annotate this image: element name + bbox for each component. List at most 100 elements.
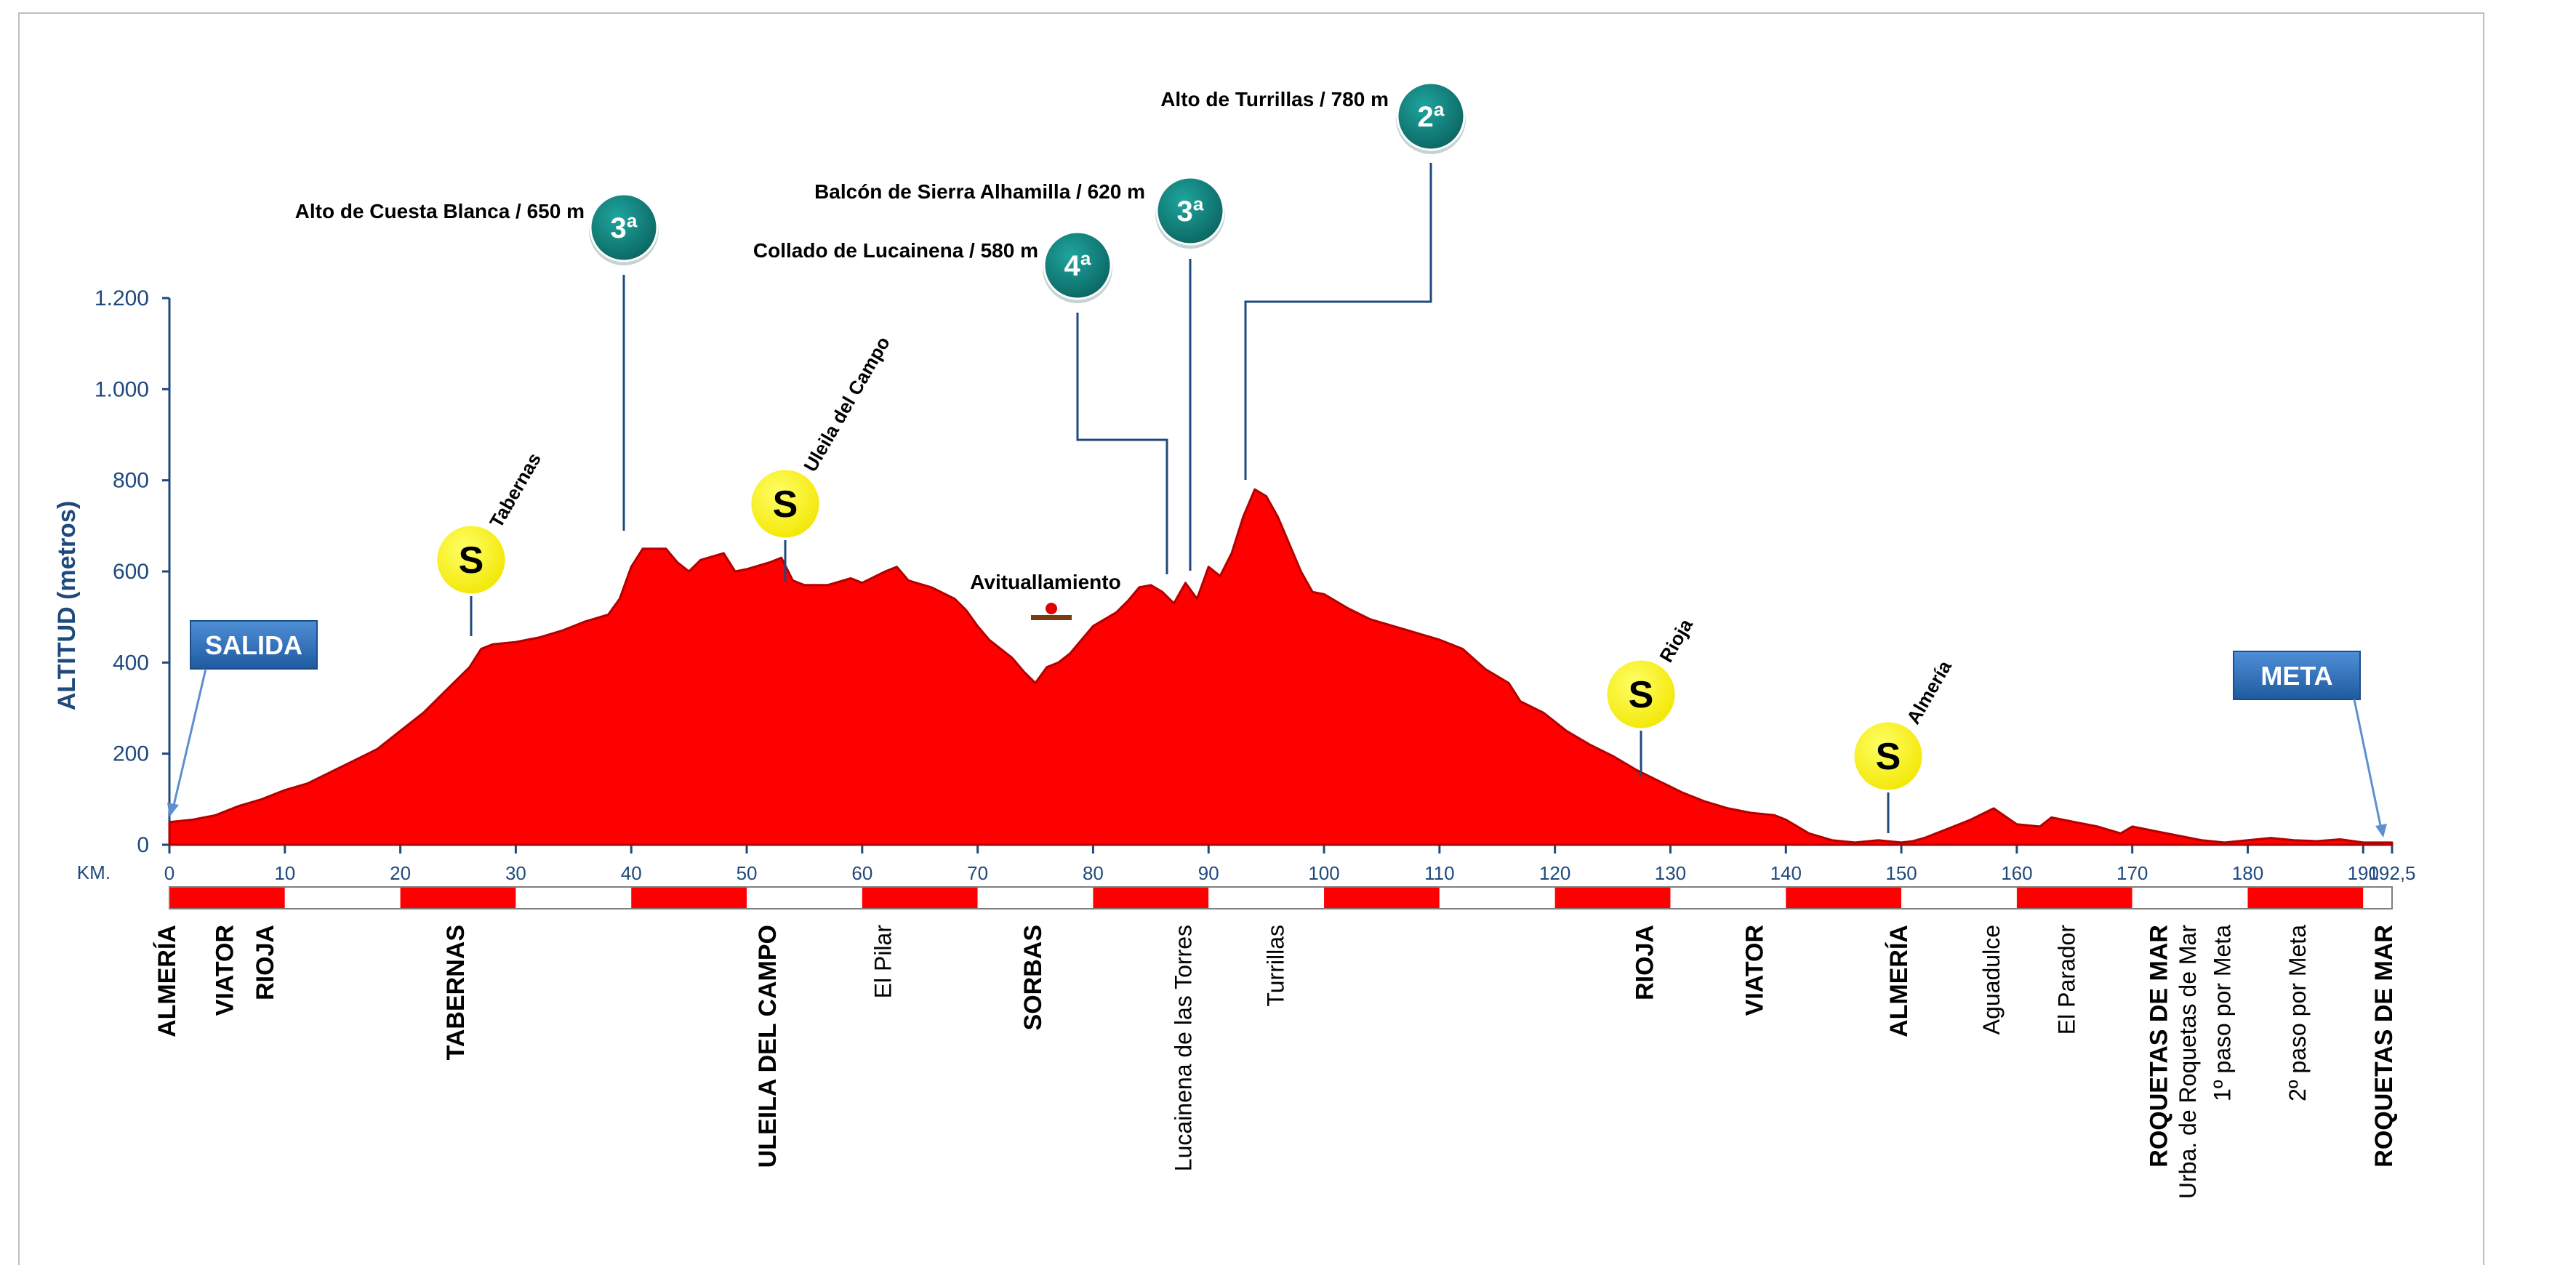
start-label: SALIDA bbox=[205, 630, 302, 660]
y-tick-label: 800 bbox=[113, 469, 149, 493]
climb-name-label: Alto de Turrillas / 780 m bbox=[1160, 88, 1389, 111]
y-axis: 0 200 400 600 800 1.000 1.200 bbox=[95, 286, 171, 857]
sprint-symbol: S bbox=[459, 539, 484, 582]
sprint-name-label: Rioja bbox=[1655, 614, 1697, 666]
place-label: ALMERÍA bbox=[153, 925, 181, 1037]
place-label: El Pilar bbox=[870, 925, 896, 999]
x-tick-label: 120 bbox=[1539, 862, 1570, 884]
climb-category-label: 2ª bbox=[1417, 101, 1444, 133]
x-tick-label: 70 bbox=[967, 862, 988, 884]
x-tick-label: 150 bbox=[1885, 862, 1917, 884]
feed-zone-marker: Avituallamiento bbox=[970, 571, 1121, 620]
km-bar-segment bbox=[1324, 887, 1440, 909]
climb-category-label: 4ª bbox=[1064, 250, 1091, 282]
climb-category-label: 3ª bbox=[1176, 196, 1203, 228]
place-label: Urba. de Roquetas de Mar bbox=[2175, 925, 2201, 1199]
x-tick-label: 30 bbox=[505, 862, 526, 884]
climb-name-label: Alto de Cuesta Blanca / 650 m bbox=[295, 200, 585, 222]
feed-zone-label: Avituallamiento bbox=[970, 571, 1120, 593]
sprint-badge bbox=[435, 523, 507, 596]
y-tick-label: 1.200 bbox=[95, 286, 149, 310]
x-axis-title: KM. bbox=[77, 862, 111, 883]
climb-name-label: Collado de Lucainena / 580 m bbox=[753, 239, 1038, 262]
km-bar-segment bbox=[2016, 887, 2132, 909]
km-bar-segment bbox=[2363, 887, 2392, 909]
place-label: 1º paso por Meta bbox=[2210, 925, 2236, 1101]
place-label: Aguadulce bbox=[1978, 925, 2005, 1035]
km-bar-segment bbox=[169, 887, 285, 909]
place-label: ALMERÍA bbox=[1885, 925, 1913, 1037]
km-bar-segment bbox=[977, 887, 1094, 909]
finish-arrow bbox=[2353, 699, 2383, 830]
place-label: ROQUETAS DE MAR bbox=[2145, 925, 2172, 1168]
km-bar-segment bbox=[747, 887, 862, 909]
km-bar-segment bbox=[1554, 887, 1671, 909]
x-axis: 0 10 20 30 40 50 60 70 80 90 100 110 120 130 140 150 160… bbox=[164, 843, 2416, 884]
y-axis-title: ALTITUD (metros) bbox=[53, 501, 81, 710]
x-tick-label: 80 bbox=[1083, 862, 1104, 884]
sprint-badge bbox=[1605, 658, 1677, 731]
climb-category-badge bbox=[1155, 176, 1225, 246]
feed-zone-icon bbox=[1031, 615, 1072, 620]
km-bar-segment bbox=[1093, 887, 1209, 909]
km-bar-segment bbox=[1208, 887, 1325, 909]
km-bar-segment bbox=[2247, 887, 2364, 909]
place-label: VIATOR bbox=[1741, 925, 1769, 1016]
km-bar-segment bbox=[862, 887, 978, 909]
climb-category-label: 3ª bbox=[610, 212, 637, 244]
finish-marker: META bbox=[2233, 651, 2387, 838]
finish-label: META bbox=[2260, 661, 2332, 691]
sprint-name-label: Almería bbox=[1902, 656, 1956, 728]
start-marker: SALIDA bbox=[167, 620, 318, 817]
climb-category-badge bbox=[589, 193, 659, 262]
km-bar-segment bbox=[631, 887, 747, 909]
sprint-name-label: Tabernas bbox=[485, 449, 545, 531]
place-label: 2º paso por Meta bbox=[2284, 925, 2311, 1101]
sprint-name-label: Uleila del Campo bbox=[799, 333, 894, 475]
km-bar-segment bbox=[1901, 887, 2017, 909]
x-tick-label: 90 bbox=[1198, 862, 1219, 884]
km-bar-outline bbox=[169, 886, 2393, 909]
x-tick-label: 190 bbox=[2348, 862, 2379, 884]
start-arrow bbox=[172, 668, 207, 809]
place-labels: ALMERÍA VIATOR RIOJA TABERNAS ULEILA DEL CAM… bbox=[153, 925, 2398, 1199]
x-tick-label: 50 bbox=[737, 862, 758, 884]
sprint-badge bbox=[1852, 720, 1925, 792]
place-label: SORBAS bbox=[1019, 925, 1047, 1030]
x-tick-label: 0 bbox=[164, 862, 174, 884]
start-arrowhead bbox=[167, 803, 179, 817]
x-tick-label: 110 bbox=[1424, 862, 1454, 884]
place-label: Turrillas bbox=[1263, 925, 1289, 1007]
place-label: ROQUETAS DE MAR bbox=[2370, 925, 2398, 1168]
climb-category-badge bbox=[1043, 230, 1112, 300]
y-tick-label: 600 bbox=[113, 560, 149, 584]
y-tick-label: 400 bbox=[113, 651, 149, 675]
km-bar-segment bbox=[1786, 887, 1902, 909]
finish-box bbox=[2233, 651, 2361, 700]
x-tick-label: 140 bbox=[1770, 862, 1802, 884]
climb-leader-line bbox=[1244, 163, 1432, 480]
sprint-symbol: S bbox=[773, 483, 798, 526]
x-tick-label: 170 bbox=[2116, 862, 2148, 884]
climb-leader-line bbox=[1076, 313, 1168, 574]
climb-category-badge bbox=[1396, 81, 1466, 151]
y-tick-label: 0 bbox=[137, 833, 149, 857]
x-tick-label: 192,5 bbox=[2368, 862, 2415, 884]
km-bar-segment bbox=[1670, 887, 1786, 909]
place-label: Lucainena de las Torres bbox=[1170, 925, 1196, 1171]
sprint-symbol: S bbox=[1876, 736, 1901, 778]
finish-arrowhead bbox=[2375, 824, 2387, 838]
climb-markers: 3ª Alto de Cuesta Blanca / 650 m 4ª Collado… bbox=[295, 81, 1466, 574]
feed-zone-bag-icon bbox=[1046, 603, 1057, 614]
place-label: VIATOR bbox=[211, 925, 238, 1016]
x-tick-label: 160 bbox=[2001, 862, 2032, 884]
km-bar-segment bbox=[515, 887, 632, 909]
x-tick-label: 60 bbox=[851, 862, 872, 884]
sprint-symbol: S bbox=[1629, 674, 1654, 716]
km-bar-segment bbox=[2132, 887, 2248, 909]
place-label: RIOJA bbox=[1632, 925, 1659, 1000]
start-box bbox=[190, 620, 318, 670]
km-bar-segment bbox=[1439, 887, 1555, 909]
x-tick-label: 100 bbox=[1308, 862, 1339, 884]
